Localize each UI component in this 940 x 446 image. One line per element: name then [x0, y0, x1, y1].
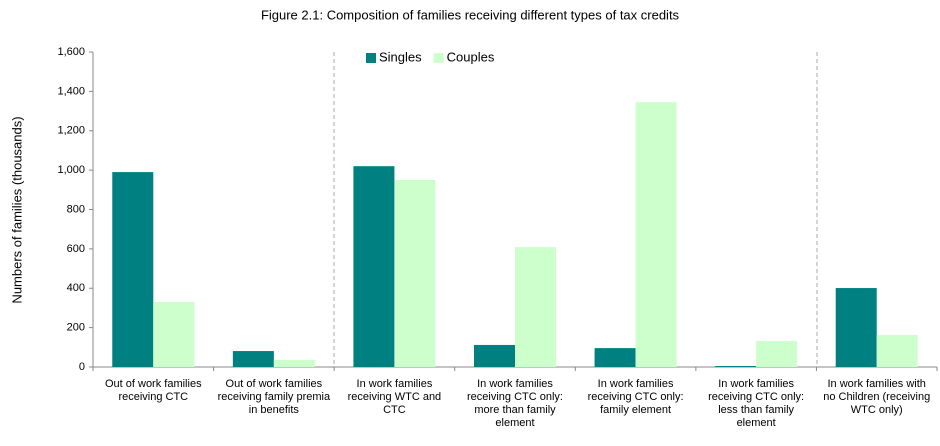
bar [594, 348, 636, 367]
bar [153, 302, 195, 367]
bar [394, 179, 436, 367]
bar [876, 335, 918, 367]
bar [273, 359, 315, 367]
y-tick-label: 0 [79, 361, 85, 373]
bar [635, 102, 677, 367]
bar [715, 366, 757, 367]
y-tick-label: 1,000 [57, 164, 85, 176]
bar [515, 247, 556, 367]
x-tick-label: In work families receiving CTC only: famil… [588, 378, 684, 416]
x-tick-label: In work families receiving CTC only: less … [708, 378, 804, 429]
bar [353, 166, 395, 367]
legend-label: Couples [447, 49, 495, 64]
y-tick-label: 1,400 [57, 85, 85, 97]
y-axis-label: Numbers of families (thousands) [9, 116, 24, 303]
bar [756, 341, 798, 367]
x-tick-label: Out of work families receiving family pre… [218, 378, 331, 416]
legend-swatch [433, 53, 444, 63]
legend-swatch [366, 53, 376, 63]
x-tick-label: In work families receiving CTC only: more … [467, 378, 563, 429]
bar [232, 351, 274, 367]
y-tick-label: 400 [67, 282, 85, 294]
y-tick-label: 600 [67, 243, 85, 255]
y-tick-label: 800 [67, 203, 85, 215]
bar [835, 288, 877, 367]
bar [474, 344, 515, 367]
x-tick-label: Out of work families receiving CTC [105, 378, 202, 403]
x-tick-label: In work families receiving WTC and CTC [348, 378, 442, 416]
chart-title: Figure 2.1: Composition of families rece… [261, 7, 680, 22]
y-tick-label: 1,600 [57, 46, 85, 58]
x-tick-label: In work families with no Children (receiv… [823, 378, 930, 416]
bar [112, 172, 154, 367]
y-tick-label: 1,200 [57, 125, 85, 137]
legend-label: Singles [379, 49, 422, 64]
y-tick-label: 200 [67, 322, 85, 334]
